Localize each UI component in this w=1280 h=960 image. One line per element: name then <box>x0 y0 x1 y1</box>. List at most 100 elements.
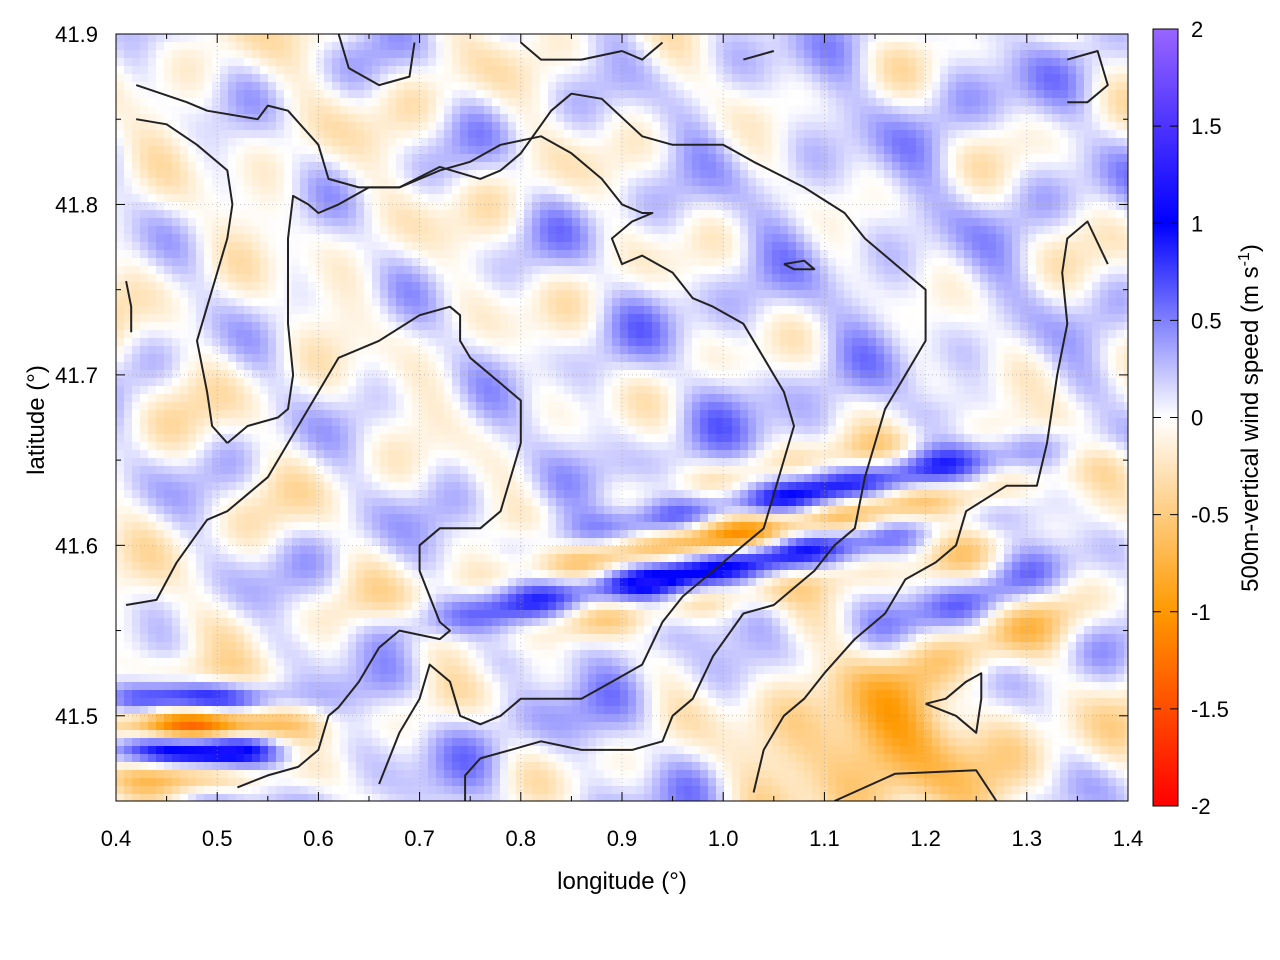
heatmap-cell <box>484 178 493 187</box>
heatmap-cell <box>172 34 181 43</box>
heatmap-cell <box>444 178 453 187</box>
heatmap-cell <box>796 146 805 155</box>
heatmap-cell <box>316 122 325 131</box>
heatmap-cell <box>308 330 317 339</box>
heatmap-cell <box>372 74 381 83</box>
heatmap-cell <box>244 74 253 83</box>
heatmap-cell <box>1052 194 1061 203</box>
heatmap-cell <box>204 66 213 75</box>
heatmap-cell <box>692 242 701 251</box>
heatmap-cell <box>1084 106 1093 115</box>
heatmap-cell <box>292 338 301 347</box>
heatmap-cell <box>924 162 933 171</box>
heatmap-cell <box>652 138 661 147</box>
heatmap-cell <box>700 98 709 107</box>
heatmap-cell <box>364 290 373 299</box>
heatmap-cell <box>860 266 869 275</box>
heatmap-cell <box>756 66 765 75</box>
heatmap-cell <box>924 194 933 203</box>
heatmap-cell <box>212 194 221 203</box>
heatmap-cell <box>404 162 413 171</box>
heatmap-cell <box>484 202 493 211</box>
heatmap-cell <box>332 66 341 75</box>
heatmap-cell <box>596 242 605 251</box>
heatmap-cell <box>828 170 837 179</box>
heatmap-cell <box>1068 50 1077 59</box>
heatmap-cell <box>764 314 773 323</box>
heatmap-cell <box>1020 258 1029 267</box>
heatmap-cell <box>252 42 261 51</box>
heatmap-cell <box>444 322 453 331</box>
heatmap-cell <box>708 322 717 331</box>
heatmap-cell <box>420 130 429 139</box>
heatmap-cell <box>620 282 629 291</box>
heatmap-cell <box>612 234 621 243</box>
heatmap-cell <box>804 82 813 91</box>
heatmap-cell <box>1124 194 1128 203</box>
heatmap-cell <box>468 322 477 331</box>
heatmap-cell <box>556 106 565 115</box>
heatmap-cell <box>564 194 573 203</box>
heatmap-cell <box>356 274 365 283</box>
heatmap-cell <box>484 50 493 59</box>
heatmap-cell <box>324 146 333 155</box>
heatmap-cell <box>164 178 173 187</box>
heatmap-cell <box>540 34 549 43</box>
heatmap-cell <box>1036 338 1045 347</box>
heatmap-cell <box>692 186 701 195</box>
heatmap-cell <box>260 162 269 171</box>
heatmap-cell <box>204 234 213 243</box>
heatmap-cell <box>524 322 533 331</box>
heatmap-cell <box>748 290 757 299</box>
heatmap-cell <box>916 234 925 243</box>
heatmap-cell <box>692 122 701 131</box>
heatmap-cell <box>932 114 941 123</box>
heatmap-cell <box>980 114 989 123</box>
heatmap-cell <box>204 170 213 179</box>
heatmap-cell <box>660 210 669 219</box>
heatmap-cell <box>836 210 845 219</box>
heatmap-cell <box>580 58 589 67</box>
heatmap-cell <box>444 314 453 323</box>
heatmap-cell <box>460 162 469 171</box>
heatmap-cell <box>596 138 605 147</box>
heatmap-cell <box>196 330 205 339</box>
heatmap-cell <box>1036 154 1045 163</box>
heatmap-cell <box>700 106 709 115</box>
heatmap-cell <box>428 138 437 147</box>
heatmap-cell <box>1028 66 1037 75</box>
heatmap-cell <box>244 50 253 59</box>
heatmap-cell <box>236 226 245 235</box>
heatmap-cell <box>1092 258 1101 267</box>
heatmap-cell <box>972 314 981 323</box>
heatmap-cell <box>932 50 941 59</box>
heatmap-cell <box>612 122 621 131</box>
heatmap-cell <box>940 202 949 211</box>
heatmap-cell <box>1004 154 1013 163</box>
heatmap-cell <box>340 346 349 355</box>
heatmap-cell <box>252 154 261 163</box>
heatmap-cell <box>284 66 293 75</box>
heatmap-cell <box>644 106 653 115</box>
heatmap-cell <box>828 186 837 195</box>
heatmap-cell <box>612 66 621 75</box>
heatmap-cell <box>1036 194 1045 203</box>
heatmap-cell <box>732 234 741 243</box>
heatmap-cell <box>676 178 685 187</box>
heatmap-cell <box>468 274 477 283</box>
heatmap-cell <box>412 162 421 171</box>
heatmap-cell <box>956 314 965 323</box>
heatmap-cell <box>452 210 461 219</box>
heatmap-cell <box>476 42 485 51</box>
heatmap-cell <box>1012 242 1021 251</box>
heatmap-cell <box>812 338 821 347</box>
heatmap-cell <box>492 122 501 131</box>
heatmap-cell <box>692 90 701 99</box>
heatmap-cell <box>564 170 573 179</box>
heatmap-cell <box>660 122 669 131</box>
heatmap-cell <box>924 186 933 195</box>
heatmap-cell <box>148 154 157 163</box>
heatmap-cell <box>1068 122 1077 131</box>
heatmap-cell <box>468 266 477 275</box>
heatmap-cell <box>1020 186 1029 195</box>
